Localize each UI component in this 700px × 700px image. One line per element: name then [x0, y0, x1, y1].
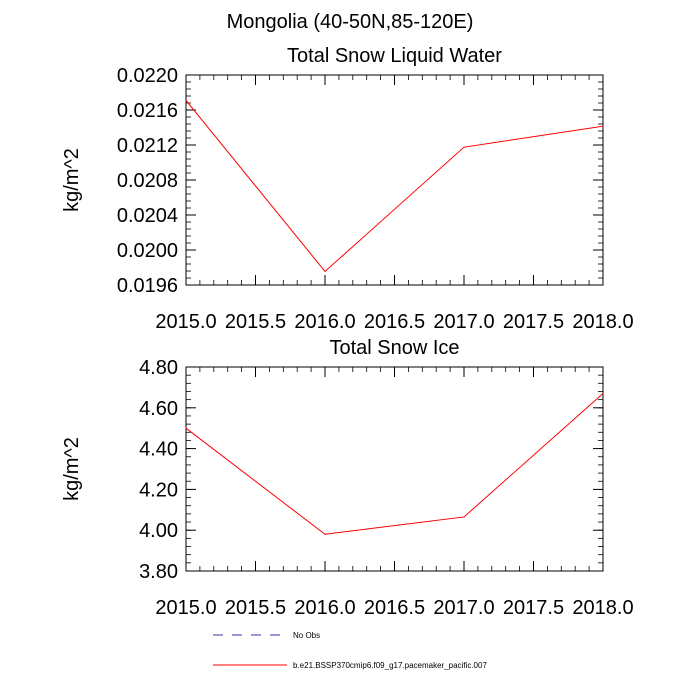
x-tick-label: 2016.0	[294, 597, 355, 619]
y-tick-label: 0.0196	[117, 275, 178, 297]
data-point	[324, 533, 326, 535]
y-tick-label: 0.0204	[117, 205, 178, 227]
data-point	[602, 125, 604, 127]
y-axis-label: kg/m^2	[61, 437, 83, 501]
y-tick-label: 0.0212	[117, 135, 178, 157]
x-tick-label: 2016.5	[364, 597, 425, 619]
x-tick-label: 2016.0	[294, 311, 355, 333]
legend-label-model: b.e21.BSSP370cmip6.f09_g17.pacemaker_pac…	[293, 661, 487, 670]
y-tick-label: 0.0216	[117, 100, 178, 122]
x-tick-label: 2017.0	[433, 597, 494, 619]
x-tick-label: 2015.0	[155, 311, 216, 333]
x-tick-label: 2015.0	[155, 597, 216, 619]
y-tick-label: 3.80	[139, 561, 178, 583]
y-tick-label: 4.40	[139, 439, 178, 461]
data-point	[185, 427, 187, 429]
data-point	[463, 516, 465, 518]
data-point	[185, 99, 187, 101]
y-tick-label: 0.0200	[117, 240, 178, 262]
plot-frame	[185, 366, 604, 572]
series-line	[185, 393, 604, 535]
data-point	[463, 146, 465, 148]
x-tick-label: 2017.0	[433, 311, 494, 333]
y-tick-label: 4.00	[139, 520, 178, 542]
chart-title: Total Snow Ice	[329, 337, 459, 359]
x-tick-label: 2015.5	[225, 311, 286, 333]
x-tick-label: 2015.5	[225, 597, 286, 619]
y-tick-label: 4.60	[139, 398, 178, 420]
x-tick-label: 2017.5	[503, 311, 564, 333]
x-tick-label: 2016.5	[364, 311, 425, 333]
figure-title: Mongolia (40-50N,85-120E)	[227, 11, 474, 33]
panel-snow-ice: Total Snow Ice kg/m^2 2015.0 2015.5 2016.0 20…	[61, 337, 634, 619]
y-tick-label: 4.20	[139, 479, 178, 501]
legend: No Obs b.e21.BSSP370cmip6.f09_g17.pacema…	[213, 631, 487, 670]
x-tick-label: 2018.0	[572, 311, 633, 333]
y-axis-label: kg/m^2	[61, 148, 83, 212]
data-point	[602, 392, 604, 395]
chart-title: Total Snow Liquid Water	[287, 45, 502, 67]
panel-snow-liquid-water: Total Snow Liquid Water kg/m^2 2015.0 2015.…	[61, 45, 634, 333]
y-tick-label: 0.0220	[117, 65, 178, 87]
plot-frame	[185, 74, 604, 286]
x-tick-label: 2017.5	[503, 597, 564, 619]
x-tick-label: 2018.0	[572, 597, 633, 619]
series-line	[185, 100, 604, 273]
y-tick-label: 4.80	[139, 357, 178, 379]
legend-label-no-obs: No Obs	[293, 631, 320, 640]
data-point	[324, 270, 326, 273]
y-tick-label: 0.0208	[117, 170, 178, 192]
